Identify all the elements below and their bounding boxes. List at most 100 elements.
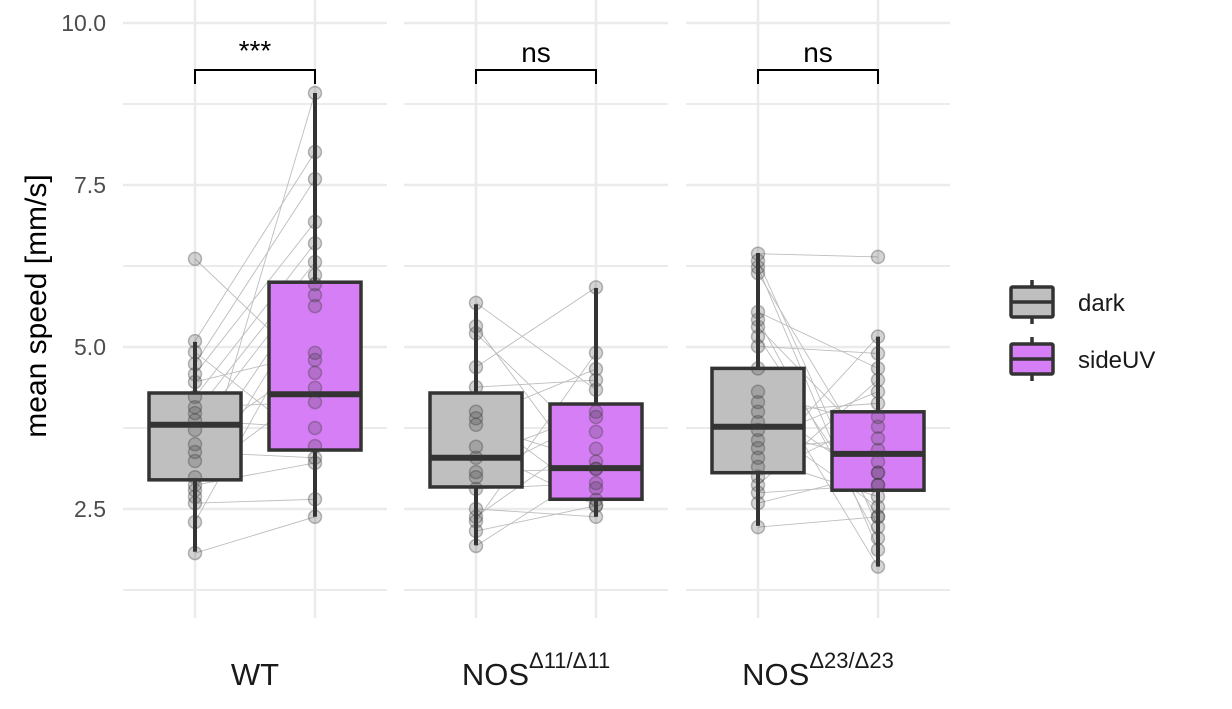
boxes-layer [147, 92, 926, 567]
data-point [468, 411, 484, 426]
data-point [307, 236, 323, 251]
data-point [588, 382, 604, 398]
data-point [468, 509, 484, 525]
category-label-base: NOS [462, 657, 529, 692]
data-point [468, 464, 484, 480]
y-tick-label: 2.5 [74, 496, 106, 522]
category-label-base: NOS [742, 657, 809, 692]
legend-label: sideUV [1078, 347, 1155, 374]
data-point [307, 352, 323, 368]
data-point [187, 366, 203, 382]
data-point [187, 389, 203, 405]
pair-line [194, 516, 316, 554]
data-point [588, 461, 604, 477]
data-point [750, 450, 766, 466]
data-point [870, 542, 886, 558]
data-point [187, 545, 203, 561]
data-point [588, 498, 604, 514]
data-point [870, 454, 886, 469]
data-point [750, 394, 766, 410]
data-point [468, 514, 484, 529]
data-point [750, 260, 766, 275]
data-point [870, 346, 886, 361]
pair-line [475, 287, 597, 368]
data-point [588, 492, 604, 508]
data-point [307, 438, 323, 454]
pair-line [194, 151, 316, 342]
pair-line [475, 505, 597, 532]
data-point [750, 519, 766, 535]
significance-label: ns [521, 37, 551, 68]
data-point [870, 249, 886, 265]
pair-line [475, 302, 597, 391]
significance-bracket [475, 69, 597, 84]
data-point [750, 339, 766, 354]
pair-line [757, 267, 879, 550]
category-label-superscript: Δ23/Δ23 [809, 648, 893, 673]
data-point [187, 405, 203, 421]
box-dark [428, 391, 524, 489]
data-point [307, 85, 323, 101]
data-point [588, 345, 604, 361]
data-point [307, 254, 323, 270]
data-point [307, 298, 323, 314]
data-point [870, 419, 886, 434]
data-point [870, 509, 886, 525]
data-point [468, 481, 484, 497]
pair-line [757, 345, 879, 354]
legend-label: dark [1078, 290, 1126, 317]
data-point [588, 454, 604, 469]
data-point [468, 469, 484, 485]
data-point [588, 404, 604, 420]
pair-line [194, 178, 316, 365]
category-label-superscript: Δ11/Δ11 [529, 648, 610, 673]
data-point [307, 509, 323, 525]
data-point [468, 538, 484, 554]
pair-line [194, 498, 316, 504]
data-point [750, 477, 766, 493]
data-point [870, 489, 886, 504]
data-point [750, 312, 766, 328]
data-point [870, 477, 886, 493]
data-point [307, 365, 323, 381]
data-point [307, 171, 323, 187]
data-point [307, 267, 323, 283]
data-point [187, 333, 203, 349]
pair-line [475, 379, 597, 388]
data-point [750, 253, 766, 269]
data-point [588, 475, 604, 491]
data-point [870, 396, 886, 411]
category-label: NOSΔ23/Δ23 [742, 648, 894, 692]
data-point [307, 450, 323, 466]
data-point [307, 345, 323, 361]
data-point [870, 361, 886, 376]
data-point [870, 465, 886, 480]
data-point [187, 477, 203, 493]
data-point [187, 489, 203, 504]
data-point [468, 379, 484, 395]
significance-label: ns [803, 37, 833, 68]
data-point [468, 326, 484, 341]
data-point [468, 319, 484, 334]
data-point [870, 384, 886, 399]
box-sideUV [548, 402, 644, 502]
data-point [750, 422, 766, 438]
data-point [750, 495, 766, 511]
data-point [870, 431, 886, 446]
data-point [588, 424, 604, 440]
y-axis-title: mean speed [mm/s] [20, 174, 53, 437]
box-dark [710, 366, 806, 475]
data-point [870, 409, 886, 425]
pair-line [757, 253, 879, 258]
data-point [307, 492, 323, 507]
data-point [468, 295, 484, 311]
y-tick-label: 10.0 [61, 10, 106, 36]
data-point [187, 374, 203, 390]
legend: dark sideUV [1009, 280, 1155, 381]
data-point [307, 380, 323, 396]
pair-line [194, 221, 316, 375]
legend-item-sideUV: sideUV [1009, 337, 1155, 381]
data-point [187, 400, 203, 415]
data-point [588, 481, 604, 496]
